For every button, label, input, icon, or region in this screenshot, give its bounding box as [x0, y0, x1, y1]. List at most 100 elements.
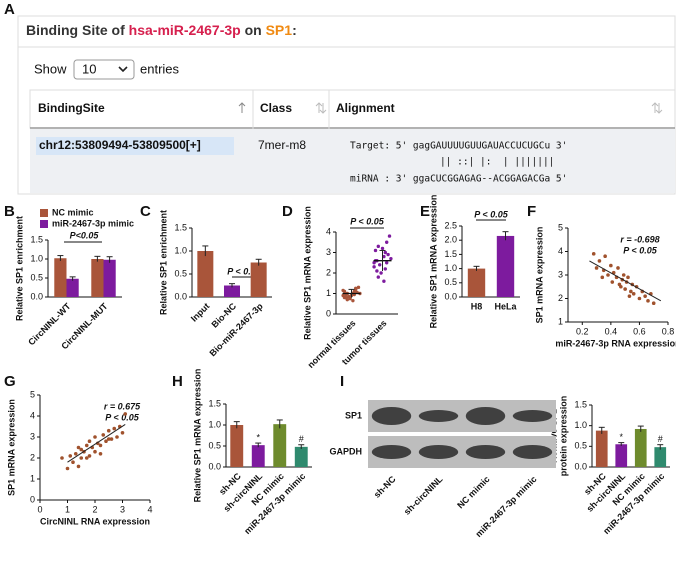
- bar-label: #: [299, 434, 304, 444]
- data-point: [606, 273, 610, 277]
- data-point: [87, 439, 92, 444]
- y-tick-label: 1: [558, 316, 563, 326]
- data-point: [600, 275, 605, 280]
- bar: [496, 235, 515, 297]
- blot-row-label: SP1: [345, 410, 362, 420]
- panel-letter: F: [527, 203, 536, 220]
- data-point: [373, 248, 378, 253]
- annotation: P < 0.05: [227, 266, 261, 276]
- data-point: [623, 287, 627, 291]
- panel-letter: C: [140, 203, 151, 220]
- blot-band: [512, 445, 553, 459]
- column-header[interactable]: Alignment: [336, 101, 395, 115]
- y-tick-label: 2: [326, 267, 331, 277]
- highlight: [36, 137, 234, 155]
- data-point: [631, 292, 636, 296]
- y-tick-label: 3: [30, 431, 35, 441]
- data-point: [379, 271, 383, 275]
- blot-band: [512, 410, 553, 422]
- data-point: [376, 275, 380, 279]
- annotation: r = -0.698: [620, 234, 659, 244]
- y-tick-label: 2: [30, 452, 35, 462]
- y-tick-label: 0: [30, 494, 35, 504]
- data-point: [71, 460, 75, 465]
- data-point: [348, 296, 352, 301]
- data-point: [68, 454, 73, 458]
- data-point: [354, 286, 358, 291]
- y-axis-label: Relative SP1 mRNA expression: [302, 206, 312, 340]
- panel-letter: A: [4, 1, 15, 18]
- blot-lane-label: NC mimic: [455, 474, 491, 510]
- bar: [197, 251, 214, 297]
- data-point: [76, 464, 81, 469]
- data-point: [387, 234, 392, 238]
- data-point: [93, 449, 97, 454]
- x-tick-label: 0.6: [633, 326, 646, 336]
- y-tick-label: 1.0: [174, 245, 187, 255]
- data-point: [619, 284, 623, 289]
- show-label: Show: [34, 61, 67, 76]
- blot-band: [418, 445, 459, 459]
- x-tick-label: Input: [189, 301, 212, 324]
- blot-row-label: GAPDH: [329, 446, 362, 456]
- y-axis-label: SP1 mRNA expression: [6, 399, 16, 496]
- data-point: [60, 456, 64, 460]
- chevron: [118, 66, 128, 73]
- bar: [654, 447, 667, 467]
- annotation: r = 0.675: [104, 401, 141, 411]
- y-tick-label: 1.5: [30, 234, 43, 244]
- blot-band: [465, 407, 506, 425]
- data-point: [591, 252, 596, 256]
- data-point: [73, 452, 78, 456]
- data-point: [120, 431, 125, 435]
- panel-letter: E: [420, 203, 430, 220]
- data-point: [383, 267, 387, 271]
- x-tick-label: 2: [92, 504, 97, 514]
- column-header[interactable]: BindingSite: [38, 101, 105, 115]
- data-point: [106, 428, 111, 433]
- x-tick-label: H8: [471, 301, 483, 311]
- title-part: :: [292, 22, 297, 38]
- y-tick-label: 0.0: [174, 291, 187, 301]
- x-tick-label: 3: [120, 504, 125, 514]
- legend-swatch: [40, 220, 48, 228]
- x-tick-label: 0.4: [605, 326, 618, 336]
- data-point: [93, 435, 97, 439]
- title-part: Binding Site of: [26, 22, 129, 38]
- y-tick-label: 2.0: [444, 235, 457, 245]
- title-part: hsa-miR-2467-3p: [129, 22, 241, 38]
- data-point: [372, 265, 376, 269]
- data-point: [342, 289, 347, 294]
- bar: [66, 278, 79, 297]
- annotation: P < 0.05: [350, 216, 384, 226]
- data-point: [629, 289, 633, 294]
- title-part: SP1: [266, 22, 293, 38]
- x-tick-label: HeLa: [494, 301, 517, 311]
- length-value: 10: [82, 61, 96, 76]
- data-point: [115, 435, 119, 439]
- y-tick-label: 5: [30, 389, 35, 399]
- blot-lane-label: sh-circNINL: [402, 474, 445, 517]
- binding-site[interactable]: chr12:53809494-53809500[+]: [39, 138, 201, 152]
- length-select[interactable]: [73, 59, 135, 80]
- y-tick-label: 0.0: [574, 461, 587, 471]
- data-point: [98, 443, 103, 448]
- data-point: [344, 295, 348, 300]
- panel-letter: D: [282, 203, 293, 220]
- y-tick-label: 4: [30, 410, 35, 420]
- panel-letter: B: [4, 203, 15, 220]
- x-tick-label: 0.8: [662, 326, 675, 336]
- y-tick-label: 0.0: [30, 291, 43, 301]
- legend-swatch: [40, 209, 48, 217]
- y-tick-label: 0.5: [208, 440, 221, 450]
- blot-band: [418, 410, 459, 422]
- annotation: P < 0.05: [105, 412, 139, 422]
- data-point: [351, 298, 355, 303]
- y-tick-label: 1.5: [444, 249, 457, 259]
- data-point: [382, 254, 386, 259]
- y-tick-label: 2: [558, 293, 563, 303]
- data-point: [603, 254, 607, 258]
- y-tick-label: 1: [30, 473, 35, 483]
- data-point: [65, 466, 70, 471]
- column-header[interactable]: Class: [260, 101, 292, 115]
